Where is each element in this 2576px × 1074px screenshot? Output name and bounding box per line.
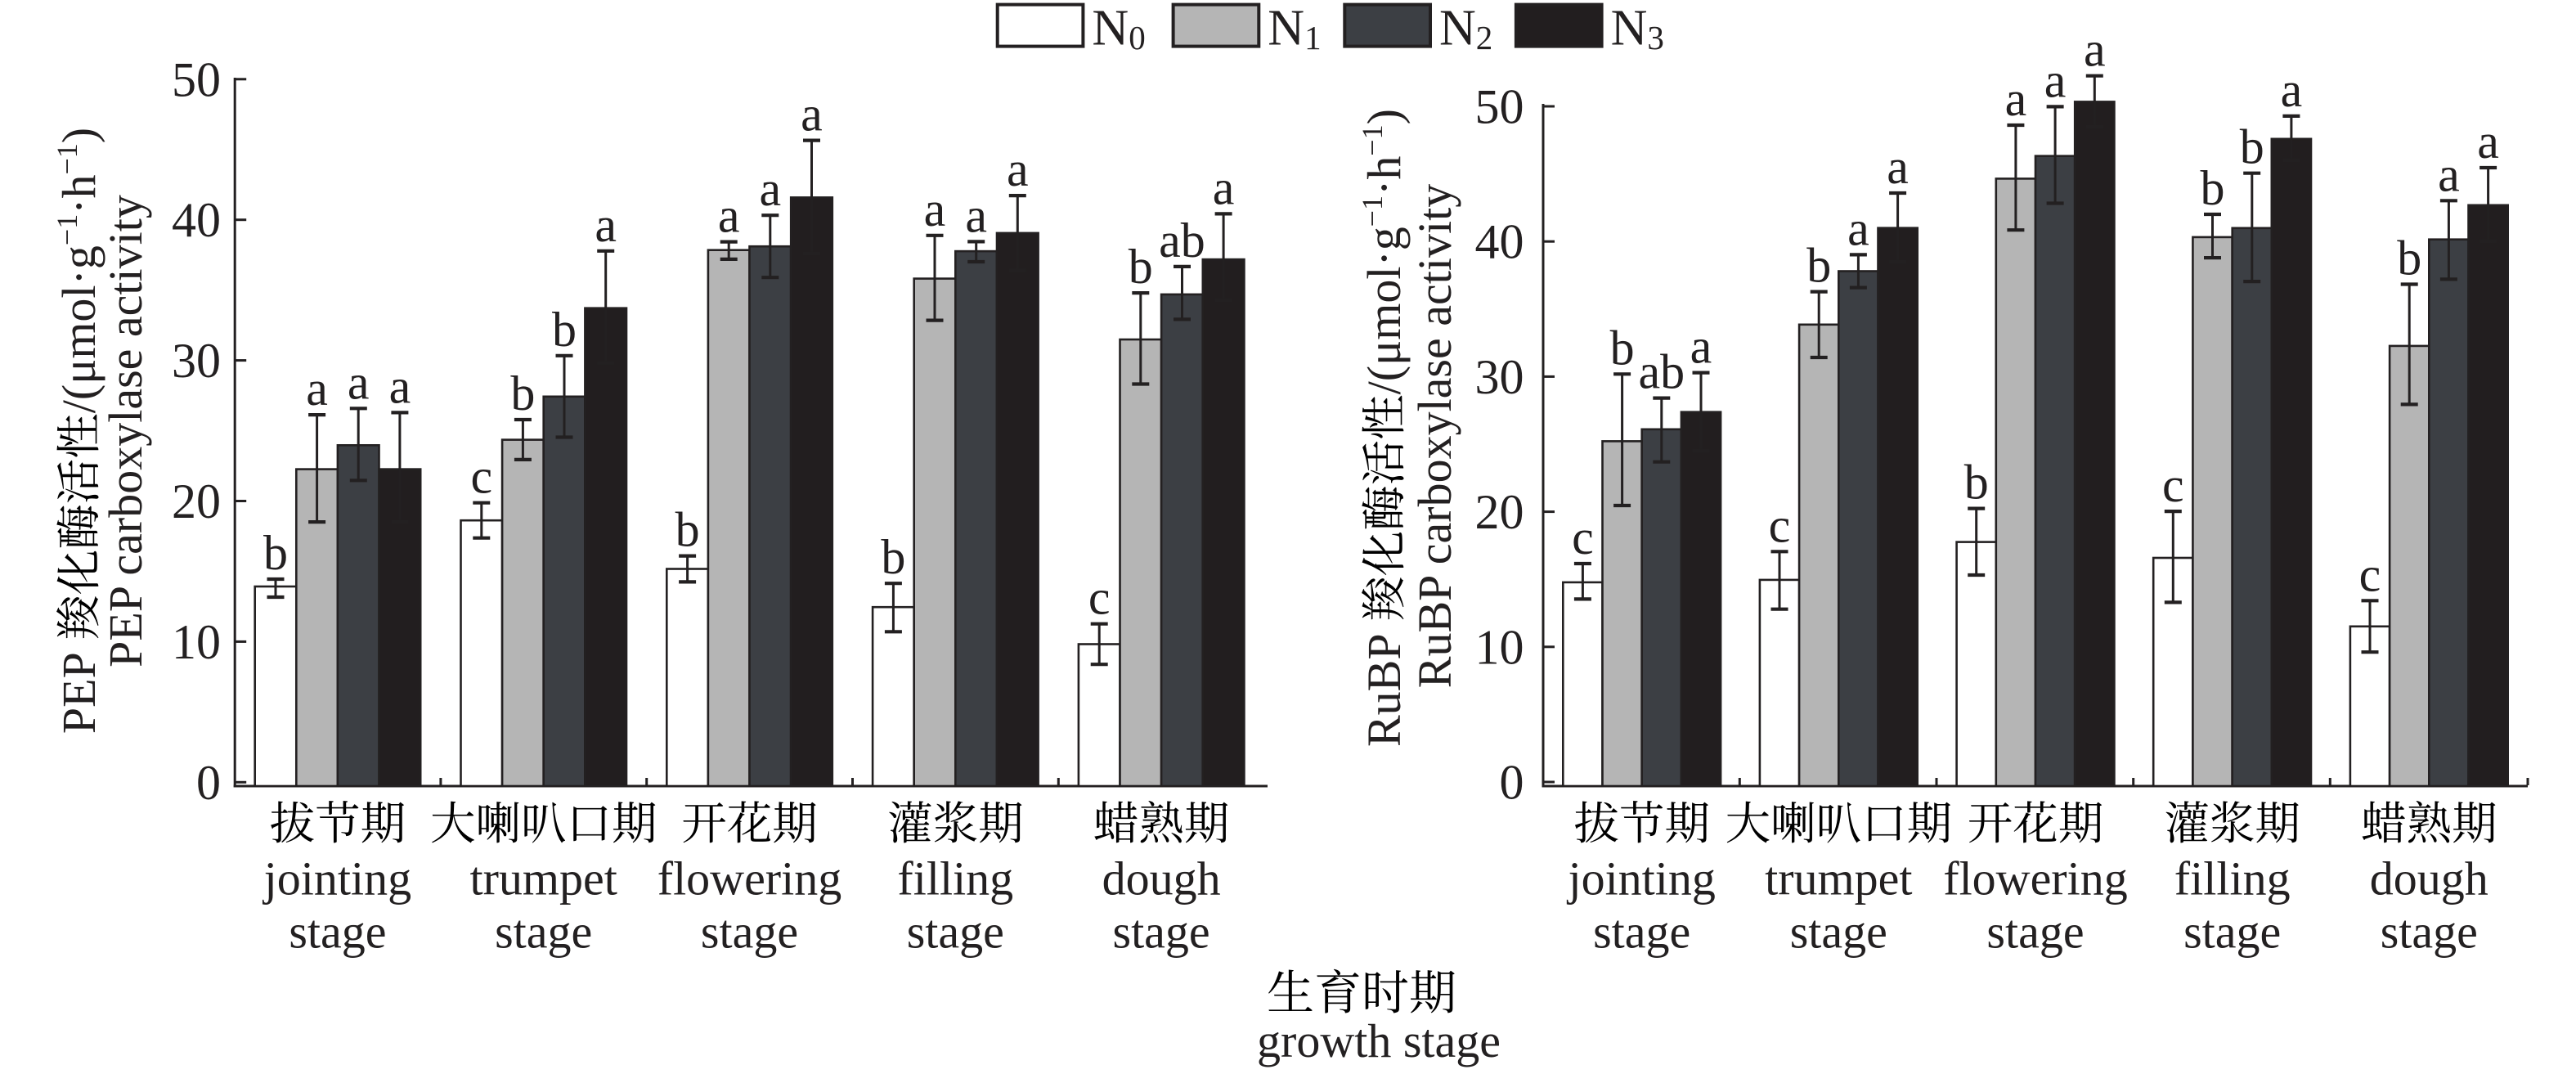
svg-text:): ) (1358, 109, 1411, 124)
svg-text:b: b (2201, 161, 2225, 215)
svg-text:a: a (306, 362, 328, 416)
svg-text:1: 1 (1304, 19, 1322, 56)
svg-text:0: 0 (1500, 756, 1524, 810)
svg-text:a: a (1887, 140, 1909, 194)
svg-text:c: c (2359, 547, 2381, 601)
svg-text:10: 10 (172, 615, 221, 669)
svg-text:30: 30 (1475, 350, 1524, 404)
svg-text:0: 0 (196, 756, 221, 810)
svg-text:b: b (1806, 239, 1831, 293)
svg-text:b: b (1610, 321, 1635, 375)
svg-text:a: a (1213, 160, 1235, 214)
svg-text:stage: stage (495, 905, 592, 958)
svg-text:20: 20 (172, 474, 221, 528)
svg-text:/(μmol·g: /(μmol·g (1358, 227, 1411, 394)
svg-text:a: a (1690, 320, 1712, 374)
svg-text:0: 0 (1129, 19, 1146, 56)
svg-text:stage: stage (1113, 905, 1210, 958)
svg-text:a: a (2084, 23, 2106, 77)
svg-text:growth stage: growth stage (1257, 1014, 1501, 1067)
svg-text:PEP carboxylase activity: PEP carboxylase activity (99, 195, 152, 667)
svg-text:c: c (2162, 458, 2184, 512)
svg-text:b: b (2240, 120, 2264, 174)
svg-text:filling: filling (2174, 852, 2291, 905)
svg-text:c: c (1572, 510, 1594, 564)
svg-text:b: b (552, 303, 577, 357)
svg-text:b: b (881, 530, 905, 584)
svg-text:50: 50 (172, 52, 221, 106)
svg-text:a: a (718, 189, 740, 243)
svg-text:c: c (1088, 571, 1111, 625)
svg-text:dough: dough (1102, 852, 1221, 905)
svg-text:PEP: PEP (52, 652, 105, 734)
svg-text:): ) (52, 128, 105, 143)
svg-text:stage: stage (1593, 905, 1690, 958)
svg-text:a: a (389, 359, 411, 413)
svg-text:a: a (2044, 53, 2067, 107)
svg-text:ab: ab (1159, 213, 1205, 267)
svg-text:flowering: flowering (657, 852, 842, 905)
svg-text:b: b (1964, 456, 1989, 510)
svg-text:a: a (759, 162, 781, 216)
svg-text:40: 40 (172, 193, 221, 247)
svg-text:a: a (965, 188, 987, 242)
svg-text:trumpet: trumpet (1765, 852, 1912, 905)
svg-text:c: c (1769, 498, 1791, 552)
svg-text:a: a (2477, 115, 2499, 169)
svg-text:RuBP carboxylase activity: RuBP carboxylase activity (1408, 184, 1461, 688)
svg-text:stage: stage (289, 905, 386, 958)
svg-text:b: b (263, 526, 288, 580)
svg-text:−1: −1 (51, 143, 83, 174)
svg-text:·h: ·h (52, 174, 105, 213)
svg-text:a: a (1847, 201, 1869, 255)
svg-text:trumpet: trumpet (469, 852, 617, 905)
svg-text:a: a (348, 355, 370, 409)
svg-text:−1: −1 (1356, 195, 1389, 227)
svg-text:b: b (675, 503, 700, 557)
svg-text:N: N (1092, 1, 1129, 56)
svg-text:3: 3 (1647, 19, 1664, 56)
svg-text:/(μmol·g: /(μmol·g (52, 245, 105, 413)
svg-text:stage: stage (2183, 905, 2281, 958)
svg-text:a: a (2281, 63, 2303, 117)
svg-text:N: N (1611, 1, 1648, 56)
svg-text:jointing: jointing (1566, 852, 1715, 905)
svg-text:30: 30 (172, 334, 221, 388)
svg-text:−1: −1 (1356, 124, 1389, 155)
svg-text:10: 10 (1475, 620, 1524, 674)
svg-text:20: 20 (1475, 485, 1524, 539)
svg-text:40: 40 (1475, 215, 1524, 269)
svg-text:b: b (1129, 240, 1153, 294)
svg-text:·h: ·h (1358, 156, 1411, 195)
svg-text:a: a (2438, 147, 2460, 201)
svg-text:stage: stage (1986, 905, 2084, 958)
svg-text:−1: −1 (51, 214, 83, 245)
svg-text:2: 2 (1476, 19, 1493, 56)
svg-text:a: a (2005, 72, 2027, 126)
svg-text:N: N (1439, 1, 1476, 56)
svg-text:jointing: jointing (263, 852, 411, 905)
svg-text:b: b (2397, 231, 2421, 285)
svg-text:50: 50 (1475, 80, 1524, 134)
svg-text:flowering: flowering (1943, 852, 2128, 905)
svg-text:ab: ab (1638, 345, 1685, 399)
svg-text:a: a (1007, 142, 1029, 196)
svg-text:a: a (595, 198, 617, 252)
svg-text:stage: stage (1790, 905, 1887, 958)
svg-text:a: a (801, 88, 823, 142)
svg-text:stage: stage (2381, 905, 2478, 958)
svg-text:b: b (510, 366, 535, 420)
svg-text:N: N (1268, 1, 1304, 56)
svg-text:dough: dough (2370, 852, 2488, 905)
svg-text:c: c (470, 450, 492, 504)
svg-text:stage: stage (701, 905, 798, 958)
svg-text:a: a (924, 182, 946, 236)
svg-text:RuBP: RuBP (1358, 633, 1411, 747)
svg-text:stage: stage (907, 905, 1004, 958)
svg-text:filling: filling (897, 852, 1013, 905)
